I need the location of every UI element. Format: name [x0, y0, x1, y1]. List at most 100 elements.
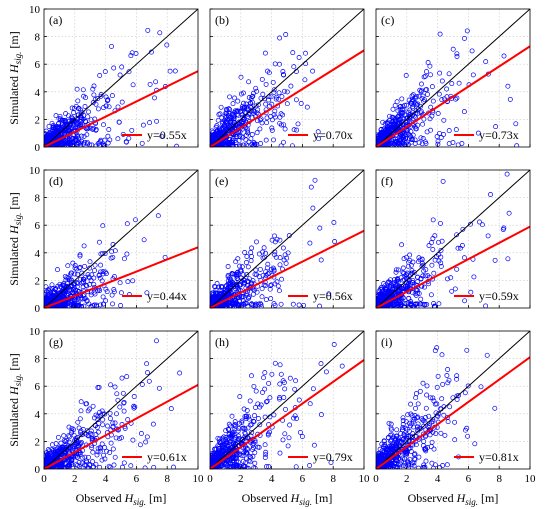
data-point — [400, 425, 406, 431]
data-point — [416, 465, 422, 469]
y-axis-label: Simulated Hsig. [m] — [7, 353, 23, 446]
identity-line — [376, 9, 530, 147]
fit-line — [376, 225, 530, 308]
data-point — [49, 120, 55, 126]
y-tick-label: 2 — [35, 275, 41, 287]
data-point — [317, 225, 323, 231]
data-point — [400, 436, 406, 442]
data-point — [55, 434, 61, 440]
data-point — [254, 88, 260, 94]
data-point — [124, 251, 130, 257]
data-point — [245, 130, 251, 136]
data-point — [80, 293, 86, 299]
data-point — [421, 98, 427, 104]
data-point — [501, 53, 507, 59]
panel-label: (c) — [381, 13, 394, 27]
data-point — [421, 418, 427, 424]
data-point — [143, 439, 149, 445]
data-point — [235, 437, 241, 442]
data-point — [295, 121, 301, 127]
data-point — [130, 437, 136, 443]
data-point — [214, 127, 220, 133]
data-point — [477, 219, 482, 225]
data-point — [245, 128, 251, 134]
data-point — [223, 125, 229, 130]
identity-line — [44, 9, 198, 147]
data-point — [68, 460, 74, 465]
data-point — [130, 82, 136, 88]
data-point — [412, 457, 418, 463]
data-point — [168, 406, 174, 412]
data-point — [59, 131, 65, 137]
data-point — [64, 446, 70, 452]
data-point — [77, 451, 83, 457]
data-point — [401, 256, 407, 262]
data-point — [237, 143, 242, 147]
data-point — [262, 442, 268, 448]
data-point — [145, 370, 150, 376]
data-point — [283, 32, 289, 37]
data-point — [224, 119, 229, 125]
data-point — [240, 453, 246, 459]
data-point — [456, 392, 462, 398]
data-point — [249, 132, 255, 137]
legend-label: y=0.79x — [313, 450, 353, 464]
data-point — [386, 420, 392, 426]
data-point — [65, 457, 71, 463]
data-point — [513, 121, 519, 127]
data-point — [91, 83, 97, 89]
data-point — [90, 459, 95, 465]
data-point — [218, 304, 224, 308]
data-point — [277, 237, 283, 243]
data-point — [94, 452, 100, 458]
data-point — [261, 96, 267, 102]
data-point — [393, 269, 399, 275]
data-point — [240, 135, 246, 141]
data-point — [52, 287, 58, 293]
data-point — [400, 265, 406, 271]
data-point — [55, 267, 60, 273]
data-point — [438, 135, 444, 140]
data-point — [159, 133, 165, 139]
panel-label: (g) — [49, 335, 63, 349]
data-point — [76, 112, 82, 118]
data-point — [258, 116, 264, 122]
data-point — [281, 380, 287, 385]
data-point — [106, 104, 112, 110]
data-point — [256, 444, 262, 450]
data-point — [252, 413, 257, 419]
data-point — [506, 210, 512, 216]
data-point — [154, 118, 160, 124]
data-point — [76, 300, 81, 306]
data-point — [225, 292, 231, 298]
data-point — [507, 96, 513, 102]
panel-label: (d) — [49, 174, 63, 188]
data-point — [434, 384, 440, 390]
data-point — [67, 434, 72, 440]
data-point — [478, 384, 484, 390]
data-point — [410, 304, 416, 308]
data-point — [81, 303, 87, 308]
data-point — [311, 442, 317, 448]
data-point — [272, 61, 278, 67]
data-point — [284, 101, 290, 107]
data-point — [82, 104, 88, 109]
axes-frame — [43, 8, 199, 148]
data-point — [429, 262, 435, 268]
data-point — [53, 446, 58, 452]
data-point — [439, 396, 445, 402]
data-point — [61, 281, 66, 287]
data-point — [428, 240, 434, 246]
data-point — [381, 281, 387, 287]
data-point — [468, 221, 473, 227]
data-point — [411, 418, 416, 424]
data-point — [425, 91, 430, 97]
data-point — [262, 370, 268, 376]
data-point — [86, 301, 92, 307]
data-point — [66, 424, 72, 430]
data-point — [231, 112, 236, 118]
data-point — [266, 380, 272, 386]
data-point — [147, 81, 153, 87]
data-point — [85, 272, 91, 278]
data-point — [240, 272, 246, 278]
